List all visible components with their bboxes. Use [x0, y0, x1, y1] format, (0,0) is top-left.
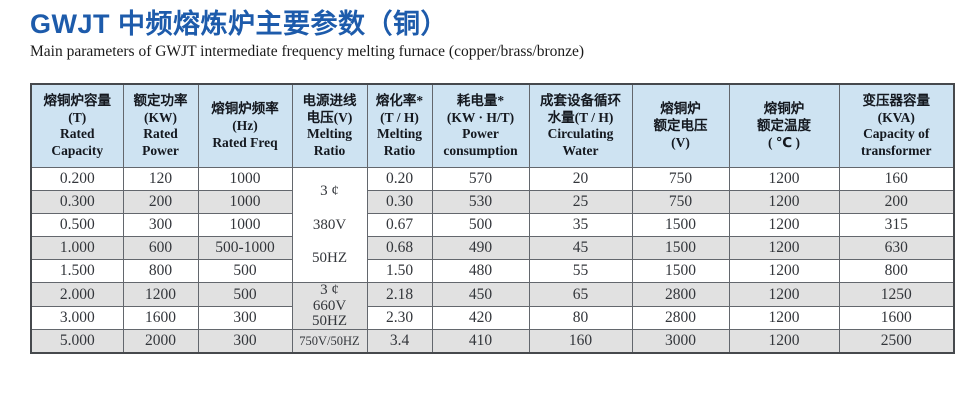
cell-temp: 1200: [728, 167, 840, 192]
header-capacity: 熔铜炉容量 (T) Rated Capacity: [30, 83, 124, 169]
cell-consumption: 570: [431, 167, 530, 192]
cell-consumption: 420: [431, 305, 530, 331]
cell-transformer: 1250: [838, 282, 955, 307]
cell-consumption: 410: [431, 329, 530, 354]
cell-freq: 300: [197, 329, 293, 354]
table-row: 0.200 120 1000 3 ¢ 380V 50HZ 0.20 570 20 750 1200 1…: [30, 167, 955, 284]
cell-consumption: 450: [431, 282, 530, 307]
cell-water: 25: [528, 190, 633, 215]
cell-water: 55: [528, 259, 633, 284]
cell-temp: 1200: [728, 259, 840, 284]
page-title: GWJT 中频熔炼炉主要参数（铜）: [30, 9, 448, 39]
cell-water: 45: [528, 236, 633, 261]
cell-power: 200: [122, 190, 199, 215]
header-temp: 熔铜炉 额定温度( ℃ ): [728, 83, 840, 169]
cell-freq: 300: [197, 305, 293, 331]
cell-capacity: 1.000: [30, 236, 124, 261]
cell-temp: 1200: [728, 282, 840, 307]
cell-temp: 1200: [728, 236, 840, 261]
cell-consumption: 500: [431, 213, 530, 238]
header-voltage: 电源进线 电压(V) Melting Ratio: [291, 83, 368, 169]
cell-water: 20: [528, 167, 633, 192]
cell-melt-rate: 3.4: [366, 329, 433, 354]
table-row: 2.000 1200 500 3 ¢ 660V 50HZ 2.18 450 65 2800 1200…: [30, 282, 955, 331]
cell-water: 35: [528, 213, 633, 238]
cell-power: 1600: [122, 305, 199, 331]
cell-transformer: 200: [838, 190, 955, 215]
cell-capacity: 0.300: [30, 190, 124, 215]
cell-capacity: 0.500: [30, 213, 124, 238]
cell-water: 160: [528, 329, 633, 354]
cell-transformer: 315: [838, 213, 955, 238]
page-subtitle: Main parameters of GWJT intermediate fre…: [30, 43, 585, 61]
cell-transformer: 630: [838, 236, 955, 261]
cell-water: 80: [528, 305, 633, 331]
cell-power: 120: [122, 167, 199, 192]
table-row: 1.000 600 500-1000 0.68 490 45 1500 1200 630: [30, 236, 955, 261]
cell-furnace-voltage: 1500: [631, 236, 730, 261]
cell-power: 800: [122, 259, 199, 284]
cell-melt-rate: 0.67: [366, 213, 433, 238]
cell-capacity: 0.200: [30, 167, 124, 192]
table-row: 5.000 2000 300 750V/50HZ 3.4 410 160 3000 1200 25…: [30, 329, 955, 354]
cell-furnace-voltage: 3000: [631, 329, 730, 354]
cell-temp: 1200: [728, 190, 840, 215]
cell-freq: 500-1000: [197, 236, 293, 261]
cell-consumption: 490: [431, 236, 530, 261]
parameters-table: 熔铜炉容量 (T) Rated Capacity 额定功率 (KW) Rated Power 熔…: [30, 82, 955, 354]
spec-sheet-page: GWJT 中频熔炼炉主要参数（铜） Main parameters of GWJ…: [30, 9, 955, 354]
cell-furnace-voltage: 2800: [631, 282, 730, 307]
cell-voltage-group: 750V/50HZ: [291, 329, 368, 354]
cell-furnace-voltage: 2800: [631, 305, 730, 331]
header-transformer: 变压器容量 (KVA) Capacity of transformer: [838, 83, 955, 169]
cell-melt-rate: 2.18: [366, 282, 433, 307]
cell-freq: 1000: [197, 167, 293, 192]
cell-consumption: 530: [431, 190, 530, 215]
header-row: 熔铜炉容量 (T) Rated Capacity 额定功率 (KW) Rated Power 熔…: [30, 83, 955, 169]
cell-furnace-voltage: 750: [631, 167, 730, 192]
table-body: 0.200 120 1000 3 ¢ 380V 50HZ 0.20 570 20 750 1200 1…: [30, 167, 955, 354]
cell-furnace-voltage: 1500: [631, 213, 730, 238]
cell-freq: 500: [197, 259, 293, 284]
header-furnace-voltage: 熔铜炉 额定电压 (V): [631, 83, 730, 169]
table-row: 0.300 200 1000 0.30 530 25 750 1200 200: [30, 190, 955, 215]
header-consumption: 耗电量* (KW · H/T) Power consumption: [431, 83, 530, 169]
cell-water: 65: [528, 282, 633, 307]
cell-temp: 1200: [728, 329, 840, 354]
cell-melt-rate: 2.30: [366, 305, 433, 331]
cell-consumption: 480: [431, 259, 530, 284]
cell-freq: 1000: [197, 190, 293, 215]
cell-power: 300: [122, 213, 199, 238]
cell-power: 1200: [122, 282, 199, 307]
cell-temp: 1200: [728, 213, 840, 238]
cell-power: 2000: [122, 329, 199, 354]
cell-voltage-group: 3 ¢ 660V 50HZ: [291, 282, 368, 331]
cell-capacity: 5.000: [30, 329, 124, 354]
header-freq: 熔铜炉频率 (Hz) Rated Freq: [197, 83, 293, 169]
cell-freq: 1000: [197, 213, 293, 238]
cell-furnace-voltage: 750: [631, 190, 730, 215]
cell-capacity: 1.500: [30, 259, 124, 284]
cell-temp: 1200: [728, 305, 840, 331]
cell-melt-rate: 0.68: [366, 236, 433, 261]
table-row: 0.500 300 1000 0.67 500 35 1500 1200 315: [30, 213, 955, 238]
header-water: 成套设备循环 水量(T / H) Circulating Water: [528, 83, 633, 169]
cell-voltage-group: 3 ¢ 380V 50HZ: [291, 167, 368, 284]
cell-transformer: 2500: [838, 329, 955, 354]
table-row: 3.000 1600 300 2.30 420 80 2800 1200 1600: [30, 305, 955, 331]
table-row: 1.500 800 500 1.50 480 55 1500 1200 800: [30, 259, 955, 284]
header-melt-rate: 熔化率* (T / H) Melting Ratio: [366, 83, 433, 169]
cell-transformer: 1600: [838, 305, 955, 331]
cell-transformer: 800: [838, 259, 955, 284]
cell-capacity: 2.000: [30, 282, 124, 307]
cell-melt-rate: 0.30: [366, 190, 433, 215]
cell-capacity: 3.000: [30, 305, 124, 331]
cell-melt-rate: 1.50: [366, 259, 433, 284]
cell-freq: 500: [197, 282, 293, 307]
header-power: 额定功率 (KW) Rated Power: [122, 83, 199, 169]
cell-transformer: 160: [838, 167, 955, 192]
cell-power: 600: [122, 236, 199, 261]
cell-furnace-voltage: 1500: [631, 259, 730, 284]
cell-melt-rate: 0.20: [366, 167, 433, 192]
